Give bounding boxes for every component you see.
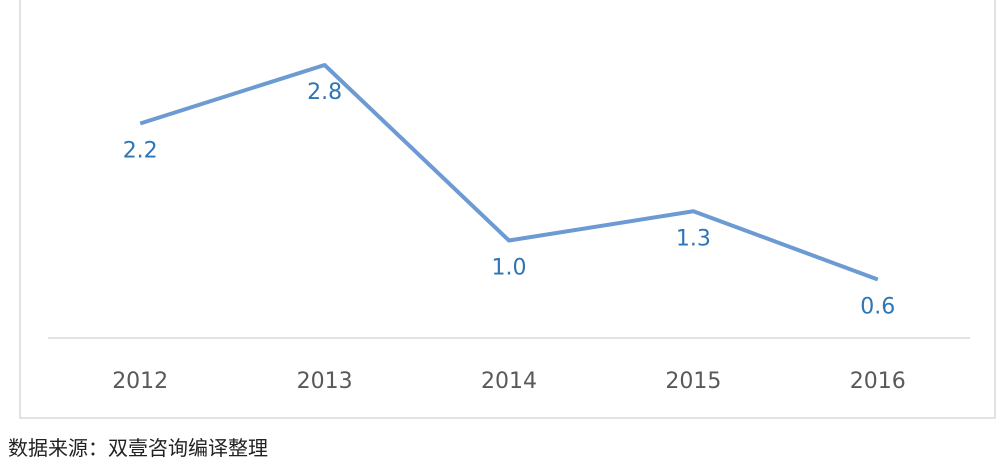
x-tick-label: 2012 [112,369,168,394]
x-tick-label: 2015 [665,369,721,394]
x-tick-label: 2014 [481,369,537,394]
value-label: 1.3 [676,226,711,251]
value-label: 0.6 [860,295,895,320]
x-tick-label: 2013 [297,369,353,394]
value-label: 2.8 [307,80,342,105]
value-label: 2.2 [123,139,158,164]
x-tick-label: 2016 [850,369,906,394]
value-label: 1.0 [492,256,527,281]
source-note: 数据来源：双壹咨询编译整理 [8,436,268,460]
data-line [139,63,879,282]
chart-frame [19,0,996,419]
